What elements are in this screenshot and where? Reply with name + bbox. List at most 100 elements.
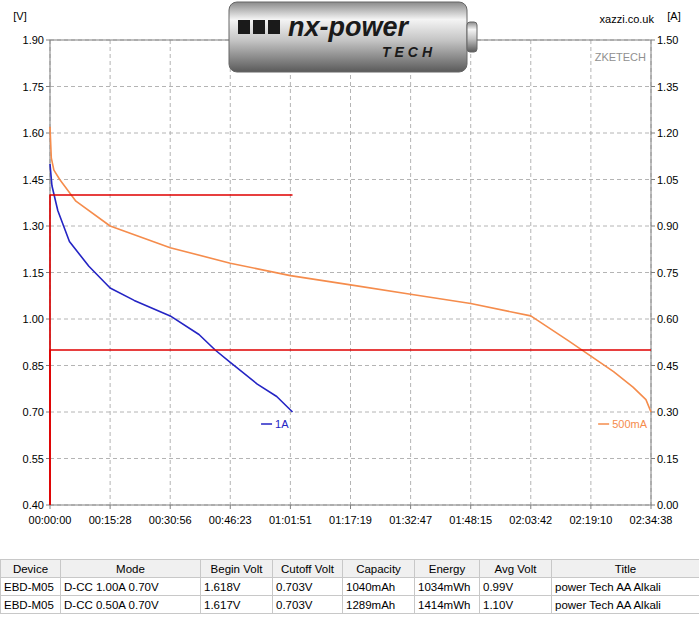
cell: D-CC 0.50A 0.70V: [61, 596, 201, 614]
tick-label: 0.60: [657, 313, 678, 325]
tick: [50, 505, 51, 509]
tick-label: 1.75: [23, 81, 44, 93]
column-head: Capacity: [343, 560, 415, 578]
cell: 1.10V: [480, 596, 552, 614]
cell: 1040mAh: [343, 578, 415, 596]
cell: 0.703V: [273, 596, 343, 614]
tick-label: 0.00: [657, 499, 678, 511]
tick-label: 1.05: [657, 174, 678, 186]
cell: 1414mWh: [415, 596, 480, 614]
series-label-key: [261, 423, 272, 425]
grid-line: [50, 458, 651, 459]
tick: [230, 505, 231, 509]
tick-label: 02:34:38: [630, 514, 673, 526]
watermark: ZKETECH: [595, 51, 646, 63]
tick: [651, 505, 652, 509]
tick-label: 00:00:00: [29, 514, 72, 526]
axis-title: [V]: [13, 10, 26, 22]
tick-label: 0.85: [23, 360, 44, 372]
tick: [651, 272, 655, 273]
series-label: 1A: [275, 418, 289, 430]
series-label: 500mA: [612, 418, 648, 430]
tick-label: 1.45: [23, 174, 44, 186]
series-group: [50, 127, 651, 505]
grid-line: [290, 40, 291, 505]
tick-label: 01:32:47: [389, 514, 432, 526]
plot-area: [50, 40, 651, 505]
source: xazzi.co.uk: [600, 13, 655, 25]
tick: [651, 319, 655, 320]
column-head: Cutoff Volt: [273, 560, 343, 578]
chart: 0.400.550.700.851.001.151.301.451.601.75…: [0, 0, 699, 558]
tick-label: 1.35: [657, 81, 678, 93]
tick: [530, 505, 531, 509]
tick: [651, 133, 655, 134]
grid-line: [410, 40, 411, 505]
cell: 0.703V: [273, 578, 343, 596]
logo-brand: nx-power: [288, 12, 410, 42]
cell: power Tech AA Alkali: [552, 578, 699, 596]
grid-line: [170, 40, 171, 505]
cell: 1289mAh: [343, 596, 415, 614]
logo-square: [268, 20, 280, 34]
tick-label: 02:03:42: [509, 514, 552, 526]
plot-frame: [50, 40, 651, 505]
tick-label: 01:17:19: [329, 514, 372, 526]
column-head: Avg Volt: [480, 560, 552, 578]
tick-label: 01:01:51: [269, 514, 312, 526]
tick: [470, 505, 471, 509]
grid-line: [110, 40, 111, 505]
axis-title: [A]: [667, 10, 680, 22]
tick: [290, 505, 291, 509]
tick-label: 1.50: [657, 34, 678, 46]
column-head: Mode: [61, 560, 201, 578]
column-head: Device: [1, 560, 61, 578]
series-line: [50, 350, 651, 505]
tick-label: 1.30: [23, 220, 44, 232]
cell: EBD-M05: [1, 596, 61, 614]
column-head: Title: [552, 560, 699, 578]
tick-label: 1.20: [657, 127, 678, 139]
column-head: Begin Volt: [201, 560, 273, 578]
grid-line: [590, 40, 591, 505]
cell: D-CC 1.00A 0.70V: [61, 578, 201, 596]
tick: [350, 505, 351, 509]
column-head: Energy: [415, 560, 480, 578]
tick-label: 01:48:15: [449, 514, 492, 526]
logo-square: [253, 20, 265, 34]
tick: [170, 505, 171, 509]
tick: [46, 179, 50, 180]
cell: 1.618V: [201, 578, 273, 596]
grid-line: [350, 40, 351, 505]
table-row: EBD-M05D-CC 1.00A 0.70V1.618V0.703V1040m…: [1, 578, 699, 596]
tick-label: 00:15:28: [89, 514, 132, 526]
logo: nx-powerTECH: [229, 2, 477, 72]
tick: [46, 40, 50, 41]
summary-table: DeviceModeBegin VoltCutoff VoltCapacityE…: [0, 559, 699, 614]
battery-cap: [467, 22, 477, 52]
cell: 0.99V: [480, 578, 552, 596]
logo-square: [238, 20, 250, 34]
tick: [651, 86, 655, 87]
cell: EBD-M05: [1, 578, 61, 596]
tick: [46, 86, 50, 87]
tick-label: 0.45: [657, 360, 678, 372]
tick: [590, 505, 591, 509]
series-line: [50, 164, 293, 412]
tick-label: 0.70: [23, 406, 44, 418]
cell: 1.617V: [201, 596, 273, 614]
tick-label: 00:30:56: [149, 514, 192, 526]
grid-line: [50, 86, 651, 87]
tick: [651, 458, 655, 459]
series-line: [50, 127, 651, 412]
tick: [651, 505, 655, 506]
header-row: DeviceModeBegin VoltCutoff VoltCapacityE…: [1, 560, 699, 578]
grid-line: [470, 40, 471, 505]
tick: [651, 179, 655, 180]
tick-label: 1.00: [23, 313, 44, 325]
tick-label: 0.75: [657, 267, 678, 279]
grid-line: [50, 179, 651, 180]
tick: [46, 133, 50, 134]
tick-label: 00:46:23: [209, 514, 252, 526]
grid-line: [230, 40, 231, 505]
